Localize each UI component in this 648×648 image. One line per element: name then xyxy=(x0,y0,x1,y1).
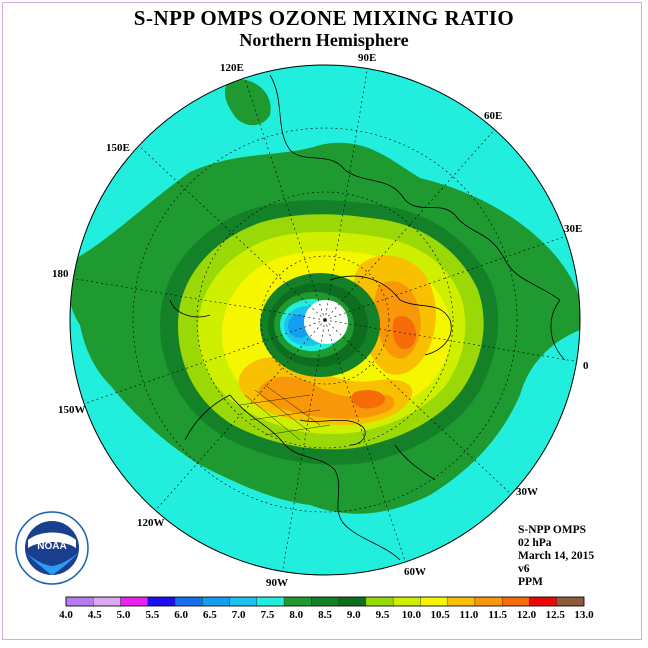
colorbar-label: 9.5 xyxy=(376,609,390,621)
colorbar-label: 5.0 xyxy=(117,609,131,621)
info-version: v6 xyxy=(518,563,530,575)
colorbar-label: 11.5 xyxy=(488,609,507,621)
colorbar-swatch xyxy=(474,596,503,607)
colorbar-label: 8.0 xyxy=(289,609,303,621)
colorbar-swatch xyxy=(256,596,285,607)
info-date: March 14, 2015 xyxy=(518,550,595,562)
lon-label-180: 180 xyxy=(52,268,69,280)
colorbar-label: 9.0 xyxy=(347,609,361,621)
colorbar-swatch xyxy=(283,596,312,607)
lon-label-30w: 30W xyxy=(516,486,538,498)
colorbar-swatch xyxy=(311,596,339,607)
colorbar-swatch xyxy=(147,596,176,607)
lon-label-150e: 150E xyxy=(106,142,130,154)
noaa-logo-text: NOAA xyxy=(37,541,66,552)
colorbar-label: 6.5 xyxy=(203,609,217,621)
lon-label-90e: 90E xyxy=(358,52,377,64)
colorbar-label: 7.5 xyxy=(261,609,275,621)
colorbar-label: 8.5 xyxy=(318,609,332,621)
colorbar-swatch xyxy=(392,596,421,607)
lon-label-60w: 60W xyxy=(404,566,426,578)
map-subtitle: Northern Hemisphere xyxy=(239,30,409,50)
lon-label-150w: 150W xyxy=(58,404,86,416)
colorbar-label: 13.0 xyxy=(574,609,594,621)
map-boundary xyxy=(69,64,581,576)
figure-frame xyxy=(2,2,642,640)
lon-label-0: 0 xyxy=(583,360,589,372)
colorbar-label: 4.0 xyxy=(59,609,73,621)
colorbar-swatch xyxy=(556,596,585,607)
info-instrument: S-NPP OMPS xyxy=(518,524,587,536)
colorbar-swatch xyxy=(93,596,121,607)
colorbar-swatch xyxy=(420,596,448,607)
lon-label-120w: 120W xyxy=(137,517,165,529)
colorbar-swatch xyxy=(447,596,476,607)
lon-label-30e: 30E xyxy=(564,223,583,235)
colorbar-label: 7.0 xyxy=(232,609,246,621)
ozone-field xyxy=(70,65,580,575)
lon-label-90w: 90W xyxy=(266,577,288,589)
colorbar-label: 5.5 xyxy=(145,609,159,621)
info-block: S-NPP OMPS 02 hPa March 14, 2015 v6 PPM xyxy=(518,524,594,589)
colorbar-swatch xyxy=(365,596,394,607)
map-title: S-NPP OMPS OZONE MIXING RATIO xyxy=(133,6,515,30)
colorbar-swatch xyxy=(502,596,530,607)
colorbar-label: 12.0 xyxy=(517,609,537,621)
colorbar-label: 12.5 xyxy=(546,609,566,621)
colorbar-label: 6.0 xyxy=(174,609,188,621)
colorbar-label: 10.5 xyxy=(430,609,450,621)
info-units: PPM xyxy=(518,576,543,588)
colorbar-swatch xyxy=(120,596,148,607)
colorbar-swatch xyxy=(229,596,258,607)
colorbar-label: 10.0 xyxy=(402,609,422,621)
colorbar: 4.0 4.5 5.0 5.5 6.0 6.5 7.0 7.5 8.0 8.5 9.0 9.5 10.0… xyxy=(59,596,594,621)
colorbar-swatch xyxy=(529,596,557,607)
lon-label-60e: 60E xyxy=(484,110,503,122)
colorbar-swatch xyxy=(65,596,94,607)
colorbar-swatch xyxy=(202,596,230,607)
colorbar-outline xyxy=(65,596,585,607)
lon-label-120e: 120E xyxy=(220,62,244,74)
noaa-logo: NOAA xyxy=(15,511,89,585)
colorbar-swatch xyxy=(338,596,367,607)
colorbar-label: 4.5 xyxy=(88,609,102,621)
colorbar-swatch xyxy=(174,596,203,607)
info-level: 02 hPa xyxy=(518,537,552,549)
colorbar-label: 11.0 xyxy=(460,609,479,621)
